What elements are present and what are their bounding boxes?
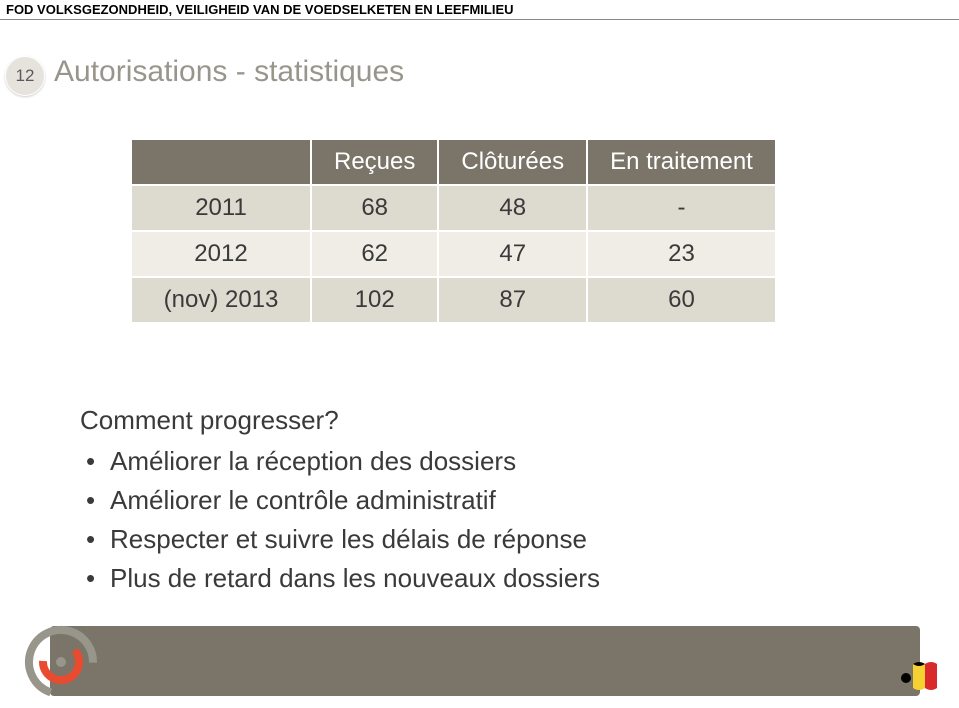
bullet-list: Améliorer la réception des dossiers Amél… bbox=[80, 442, 600, 598]
page-title: Autorisations - statistiques bbox=[54, 55, 404, 89]
list-item: Améliorer la réception des dossiers bbox=[80, 442, 600, 481]
table-cell: 23 bbox=[587, 231, 776, 277]
list-item: Respecter et suivre les délais de répons… bbox=[80, 520, 600, 559]
table-cell: - bbox=[587, 185, 776, 231]
table-row: (nov) 2013 102 87 60 bbox=[131, 277, 776, 323]
question-text: Comment progresser? bbox=[80, 405, 339, 436]
table-header-row: Reçues Clôturées En traitement bbox=[131, 139, 776, 185]
list-item: Plus de retard dans les nouveaux dossier… bbox=[80, 559, 600, 598]
row-label: (nov) 2013 bbox=[131, 277, 311, 323]
page-number-badge: 12 bbox=[5, 56, 45, 96]
swirl-logo-icon bbox=[16, 614, 106, 704]
table-cell: 60 bbox=[587, 277, 776, 323]
table-cell: 102 bbox=[311, 277, 438, 323]
table-header-text: En traitement bbox=[610, 148, 753, 175]
table-cell: 48 bbox=[438, 185, 587, 231]
footer-bar bbox=[50, 626, 920, 696]
department-text: FOD VOLKSGEZONDHEID, VEILIGHEID VAN DE V… bbox=[6, 2, 514, 17]
table-header-col: Clôturées bbox=[438, 139, 587, 185]
row-label: 2012 bbox=[131, 231, 311, 277]
department-header: FOD VOLKSGEZONDHEID, VEILIGHEID VAN DE V… bbox=[0, 0, 959, 20]
belgium-flag-icon bbox=[899, 654, 941, 692]
row-label: 2011 bbox=[131, 185, 311, 231]
table-header-col: En traitement bbox=[587, 139, 776, 185]
list-item: Améliorer le contrôle administratif bbox=[80, 481, 600, 520]
table-cell: 47 bbox=[438, 231, 587, 277]
table-row: 2011 68 48 - bbox=[131, 185, 776, 231]
table-cell: 62 bbox=[311, 231, 438, 277]
page-number: 12 bbox=[16, 66, 35, 86]
table-cell: 68 bbox=[311, 185, 438, 231]
table-header-col: Reçues bbox=[311, 139, 438, 185]
table-header-empty bbox=[131, 139, 311, 185]
stats-table: Reçues Clôturées En traitement 2011 68 4… bbox=[130, 138, 777, 324]
table-row: 2012 62 47 23 bbox=[131, 231, 776, 277]
table-cell: 87 bbox=[438, 277, 587, 323]
